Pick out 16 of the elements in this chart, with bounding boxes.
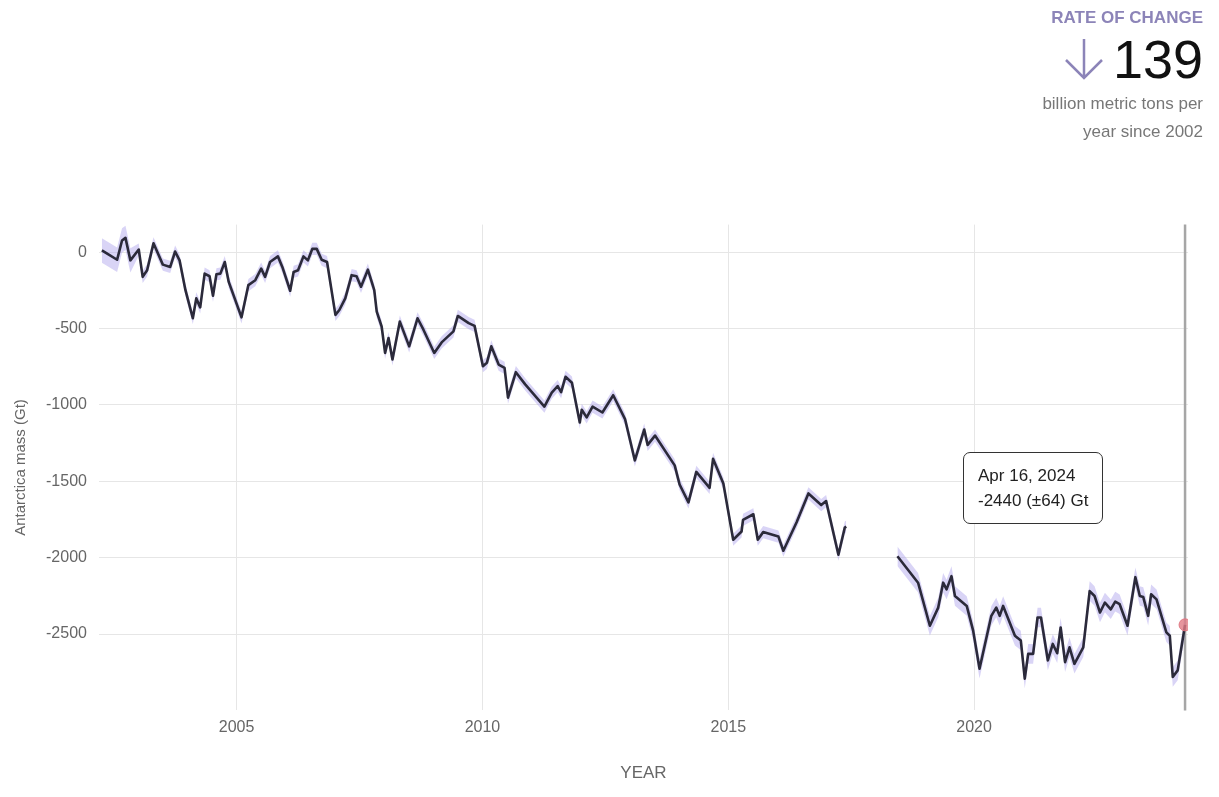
x-axis-title: YEAR	[620, 763, 667, 783]
y-tick-label: 0	[78, 242, 88, 260]
x-tick-label: 2005	[218, 718, 255, 736]
y-tick-label: -2500	[46, 624, 88, 642]
y-axis-title: Antarctica mass (Gt)	[11, 399, 29, 536]
y-tick-label: -2000	[46, 548, 88, 566]
text: 139	[1112, 28, 1203, 90]
text: billion metric tons per year since 2002	[1041, 93, 1203, 143]
y-tick-label: -1000	[46, 395, 88, 413]
x-tick-label: 2015	[710, 718, 747, 736]
text: RATE OF CHANGE	[1050, 8, 1203, 28]
annotation: Apr 16, 2024 -2440 (±64) Gt	[963, 452, 1104, 524]
y-tick-label: -1500	[46, 471, 88, 489]
x-tick-label: 2020	[956, 718, 993, 736]
x-tick-label: 2010	[464, 718, 501, 736]
y-tick-label: -500	[54, 318, 88, 336]
